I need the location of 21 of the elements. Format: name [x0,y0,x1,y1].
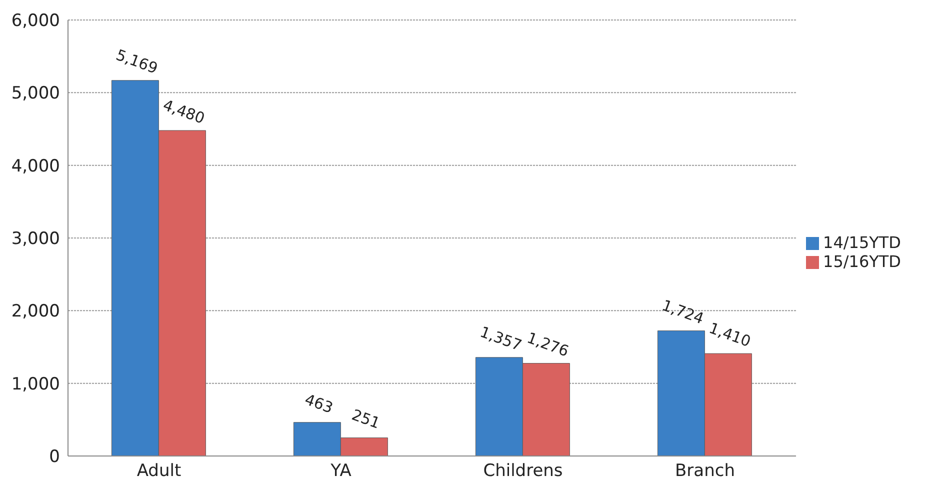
y-tick-label: 0 [49,447,60,468]
y-tick-label: 2,000 [11,302,60,322]
x-tick-label: YA [330,461,352,482]
y-tick-label: 1,000 [11,374,60,394]
data-label: 4,480 [160,96,208,128]
data-label: 1,410 [706,319,754,351]
data-label: 1,724 [660,296,706,328]
data-label: 1,276 [524,328,572,360]
y-tick-label: 3,000 [11,229,60,250]
x-tick-label: Adult [136,461,182,482]
y-tick-label: 6,000 [11,11,60,32]
legend-label: 15/16YTD [823,252,901,271]
y-tick-label: 5,000 [11,84,60,104]
data-label: 251 [349,406,382,432]
data-label: 463 [302,390,336,418]
data-label: 5,169 [114,46,160,78]
data-label: 1,357 [478,322,524,354]
legend-label: 14/15YTD [823,233,901,252]
x-tick-label: Branch [675,461,735,482]
y-tick-label: 4,000 [11,156,60,176]
x-tick-label: Childrens [483,461,563,482]
